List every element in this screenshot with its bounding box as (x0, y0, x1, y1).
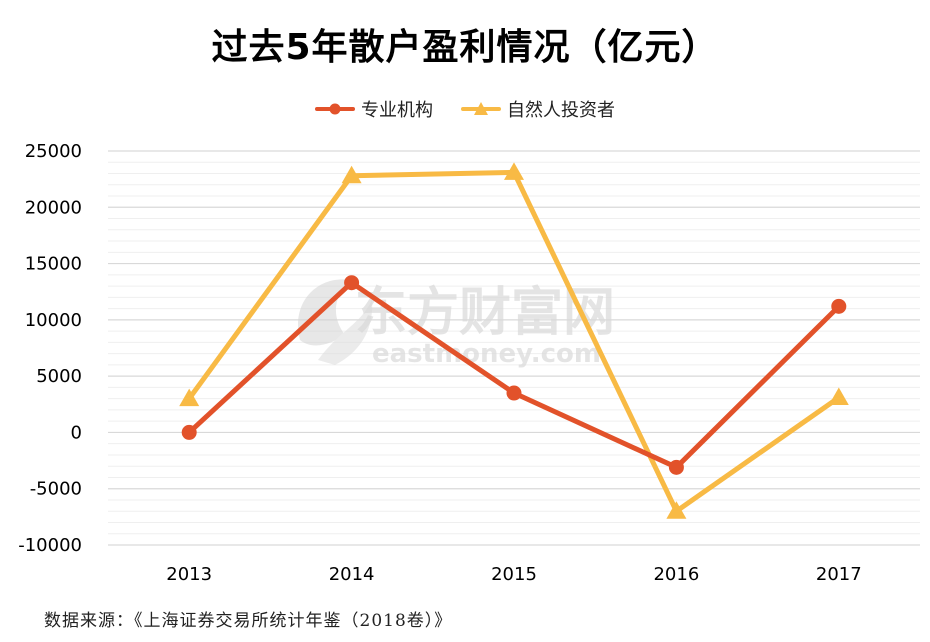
data-point-triangle (666, 501, 687, 519)
x-axis-ticks: 2013 2014 2015 2016 2017 (166, 564, 861, 585)
x-tick-label: 2017 (816, 564, 862, 585)
legend-label-individual: 自然人投资者 (507, 100, 615, 121)
chart-legend: 专业机构 自然人投资者 (0, 96, 930, 122)
data-point-triangle (341, 165, 362, 184)
data-point-triangle (504, 162, 524, 180)
y-tick-label: -5000 (30, 479, 82, 500)
legend-item-institution: 专业机构 (315, 96, 433, 122)
y-tick-label: 15000 (25, 254, 82, 275)
y-tick-label: 0 (71, 422, 82, 443)
series-lines (179, 162, 849, 519)
y-tick-label: 25000 (25, 141, 82, 162)
chart-title: 过去5年散户盈利情况（亿元） (211, 27, 719, 68)
data-point-circle (181, 424, 197, 440)
data-point-triangle (179, 388, 200, 407)
data-point-circle (344, 275, 360, 291)
legend-label-institution: 专业机构 (361, 100, 433, 121)
x-tick-label: 2016 (653, 564, 699, 585)
legend-circle-marker-icon (315, 102, 355, 116)
x-tick-label: 2015 (491, 564, 537, 585)
data-point-triangle (828, 387, 849, 406)
data-point-circle (506, 385, 522, 401)
data-point-circle (831, 298, 847, 314)
watermark-domain: eastmoney.com (372, 339, 601, 369)
x-tick-label: 2013 (166, 564, 212, 585)
legend-item-individual: 自然人投资者 (461, 96, 615, 122)
y-tick-label: 10000 (25, 310, 82, 331)
y-tick-label: 20000 (25, 197, 82, 218)
y-tick-label: -10000 (18, 535, 82, 556)
legend-triangle-marker-icon (461, 102, 501, 116)
x-tick-label: 2014 (329, 564, 375, 585)
y-axis-ticks: 25000 20000 15000 10000 5000 0 -5000 -10000 (18, 141, 82, 556)
data-source-note: 数据来源：《上海证券交易所统计年鉴（2018卷）》 (44, 611, 453, 631)
data-point-circle (668, 459, 684, 475)
y-tick-label: 5000 (36, 366, 82, 387)
